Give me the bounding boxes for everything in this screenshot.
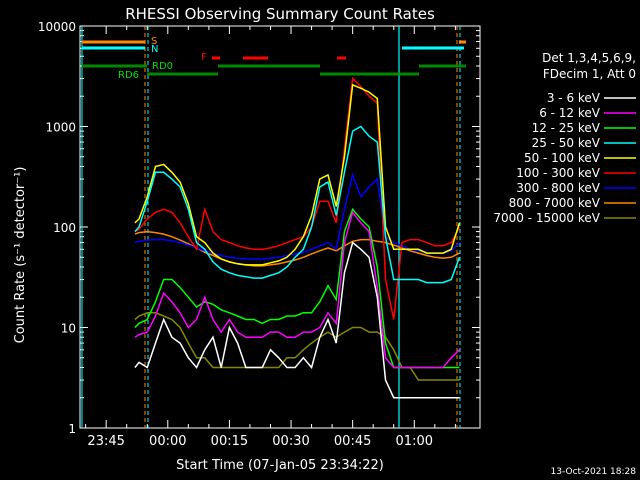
y-axis: 1 10 100 1000 10000 [38, 20, 480, 436]
state-label-rd0: RD0 [152, 61, 173, 72]
y-tick-label: 100 [53, 221, 76, 235]
x-axis-label: Start Time (07-Jan-05 23:34:22) [176, 458, 384, 473]
x-tick-label: 00:45 [334, 434, 371, 449]
legend-label: 12 - 25 keV [532, 121, 601, 135]
state-bars: S N F RD0 RD6 [82, 36, 466, 81]
legend-label: 100 - 300 keV [516, 166, 600, 180]
legend-label: 300 - 800 keV [516, 181, 600, 195]
y-tick-label: 1 [68, 422, 76, 436]
y-axis-label: Count Rate (s⁻¹ detector⁻¹) [13, 167, 28, 344]
x-tick-label: 00:15 [211, 434, 248, 449]
state-label-s: S [151, 36, 157, 47]
x-axis: 23:45 00:00 00:15 00:30 00:45 01:00 [85, 26, 456, 449]
series-line-6 [134, 172, 460, 260]
x-tick-label: 23:45 [87, 434, 124, 449]
legend: Det 1,3,4,5,6,9, FDecim 1, Att 0 3 - 6 k… [493, 51, 636, 225]
legend-label: 25 - 50 keV [532, 136, 601, 150]
series-line-1 [134, 210, 460, 369]
y-tick-label: 1000 [45, 121, 76, 135]
legend-header-line-2: FDecim 1, Att 0 [543, 67, 636, 81]
state-label-rd6: RD6 [118, 70, 139, 81]
y-tick-label: 10 [61, 322, 76, 336]
timestamp: 13-Oct-2021 18:28 [551, 467, 637, 477]
legend-label: 800 - 7000 keV [509, 196, 601, 210]
series-line-3 [134, 125, 461, 284]
series-line-5 [134, 76, 461, 320]
chart-title: RHESSI Observing Summary Count Rates [125, 5, 435, 23]
x-tick-label: 00:30 [272, 434, 309, 449]
legend-label: 50 - 100 keV [524, 151, 601, 165]
legend-label: 6 - 12 keV [539, 106, 601, 120]
y-tick-label: 10000 [38, 20, 76, 34]
y-axis-label-group: Count Rate (s⁻¹ detector⁻¹) [13, 167, 28, 344]
series-line-4 [134, 83, 461, 266]
plot-area: S N F RD0 RD6 [81, 26, 466, 428]
legend-label: 7000 - 15000 keV [493, 211, 600, 225]
series-lines [134, 76, 461, 399]
x-tick-label: 01:00 [396, 434, 433, 449]
state-label-f: F [201, 52, 207, 63]
series-line-0 [134, 241, 460, 399]
x-tick-label: 00:00 [149, 434, 186, 449]
legend-label: 3 - 6 keV [547, 91, 601, 105]
state-label-n: N [151, 44, 158, 55]
legend-header-line-1: Det 1,3,4,5,6,9, [542, 51, 636, 65]
